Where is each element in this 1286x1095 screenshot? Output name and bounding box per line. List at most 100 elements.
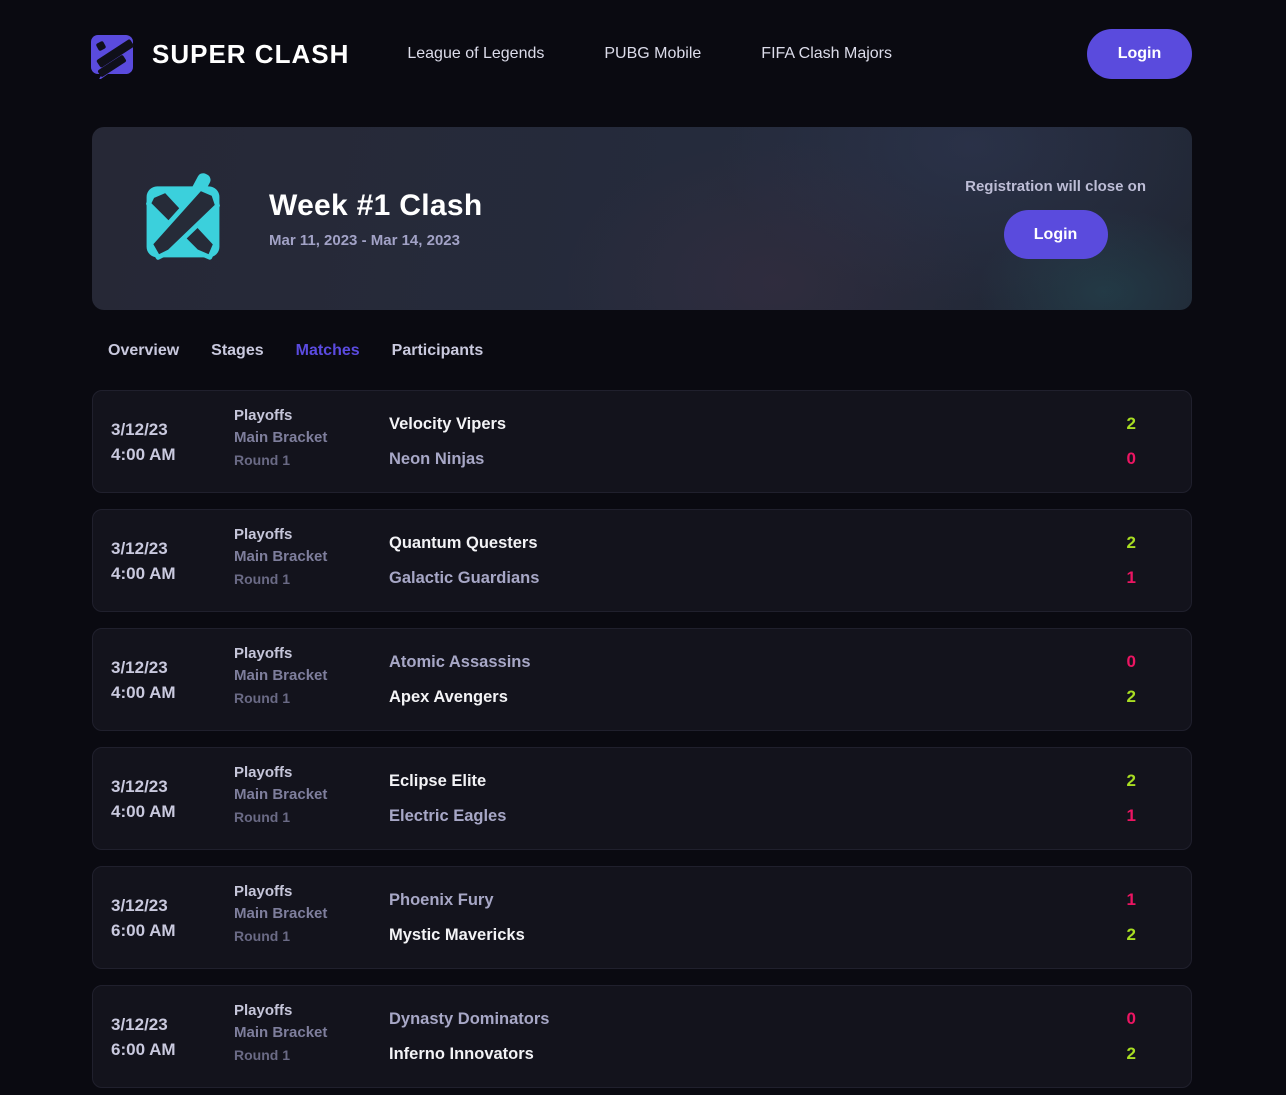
stage-name: Playoffs — [234, 525, 293, 543]
stage-name: Playoffs — [234, 406, 293, 424]
match-teams: Quantum Questers 2 Galactic Guardians 1 — [389, 532, 1191, 589]
team-score: 2 — [1126, 771, 1136, 790]
nav-link-pubg-mobile[interactable]: PUBG Mobile — [604, 45, 702, 62]
team-row: Phoenix Fury 1 — [389, 889, 1136, 911]
match-card[interactable]: 3/12/23 4:00 AM Playoffs Main Bracket Ro… — [92, 628, 1192, 731]
team-score: 2 — [1126, 533, 1136, 552]
match-card[interactable]: 3/12/23 4:00 AM Playoffs Main Bracket Ro… — [92, 509, 1192, 612]
header-login-button[interactable]: Login — [1087, 29, 1192, 79]
match-date: 3/12/23 — [111, 657, 168, 677]
team-name: Phoenix Fury — [389, 890, 494, 909]
brand-name: SUPER CLASH — [152, 38, 350, 69]
team-name: Galactic Guardians — [389, 568, 540, 587]
tournament-dates: Mar 11, 2023 - Mar 14, 2023 — [269, 231, 460, 249]
team-name: Mystic Mavericks — [389, 925, 525, 944]
match-date: 3/12/23 — [111, 1014, 168, 1034]
team-row: Galactic Guardians 1 — [389, 567, 1136, 589]
match-datetime: 3/12/23 4:00 AM — [93, 774, 234, 824]
match-datetime: 3/12/23 6:00 AM — [93, 1012, 234, 1062]
match-card[interactable]: 3/12/23 4:00 AM Playoffs Main Bracket Ro… — [92, 390, 1192, 493]
match-time: 4:00 AM — [111, 444, 176, 464]
match-teams: Dynasty Dominators 0 Inferno Innovators … — [389, 1008, 1191, 1065]
round-name: Round 1 — [234, 808, 290, 825]
stage-name: Playoffs — [234, 763, 293, 781]
team-score: 0 — [1126, 652, 1136, 671]
registration-block: Registration will close on Login — [965, 178, 1146, 259]
team-row: Neon Ninjas 0 — [389, 448, 1136, 470]
tournament-x-icon — [137, 169, 229, 269]
match-teams: Eclipse Elite 2 Electric Eagles 1 — [389, 770, 1191, 827]
tab-overview[interactable]: Overview — [108, 342, 180, 359]
match-stage-info: Playoffs Main Bracket Round 1 — [234, 405, 389, 471]
match-datetime: 3/12/23 4:00 AM — [93, 655, 234, 705]
match-date: 3/12/23 — [111, 776, 168, 796]
match-stage-info: Playoffs Main Bracket Round 1 — [234, 524, 389, 590]
team-score: 2 — [1126, 925, 1136, 944]
team-row: Atomic Assassins 0 — [389, 651, 1136, 673]
registration-note: Registration will close on — [965, 178, 1146, 195]
match-time: 4:00 AM — [111, 682, 176, 702]
round-name: Round 1 — [234, 689, 290, 706]
match-teams: Phoenix Fury 1 Mystic Mavericks 2 — [389, 889, 1191, 946]
team-row: Dynasty Dominators 0 — [389, 1008, 1136, 1030]
team-name: Inferno Innovators — [389, 1044, 534, 1063]
team-name: Eclipse Elite — [389, 771, 487, 790]
match-time: 6:00 AM — [111, 1039, 176, 1059]
team-score: 1 — [1126, 568, 1136, 587]
match-time: 4:00 AM — [111, 801, 176, 821]
match-stage-info: Playoffs Main Bracket Round 1 — [234, 643, 389, 709]
team-score: 1 — [1126, 890, 1136, 909]
match-time: 4:00 AM — [111, 563, 176, 583]
match-teams: Atomic Assassins 0 Apex Avengers 2 — [389, 651, 1191, 708]
match-date: 3/12/23 — [111, 538, 168, 558]
team-row: Apex Avengers 2 — [389, 686, 1136, 708]
match-card[interactable]: 3/12/23 6:00 AM Playoffs Main Bracket Ro… — [92, 985, 1192, 1088]
match-date: 3/12/23 — [111, 895, 168, 915]
team-name: Atomic Assassins — [389, 652, 531, 671]
round-name: Round 1 — [234, 927, 290, 944]
match-card[interactable]: 3/12/23 4:00 AM Playoffs Main Bracket Ro… — [92, 747, 1192, 850]
match-time: 6:00 AM — [111, 920, 176, 940]
match-stage-info: Playoffs Main Bracket Round 1 — [234, 881, 389, 947]
team-row: Velocity Vipers 2 — [389, 413, 1136, 435]
round-name: Round 1 — [234, 570, 290, 587]
team-name: Dynasty Dominators — [389, 1009, 550, 1028]
team-row: Eclipse Elite 2 — [389, 770, 1136, 792]
nav-link-league-of-legends[interactable]: League of Legends — [407, 45, 545, 62]
team-name: Neon Ninjas — [389, 449, 485, 468]
team-row: Inferno Innovators 2 — [389, 1043, 1136, 1065]
team-score: 0 — [1126, 1009, 1136, 1028]
tab-participants[interactable]: Participants — [391, 342, 484, 359]
tournament-title: Week #1 Clash — [269, 188, 483, 222]
team-row: Mystic Mavericks 2 — [389, 924, 1136, 946]
match-card[interactable]: 3/12/23 6:00 AM Playoffs Main Bracket Ro… — [92, 866, 1192, 969]
stage-name: Playoffs — [234, 882, 293, 900]
match-list: 3/12/23 4:00 AM Playoffs Main Bracket Ro… — [92, 390, 1192, 1088]
match-stage-info: Playoffs Main Bracket Round 1 — [234, 762, 389, 828]
match-teams: Velocity Vipers 2 Neon Ninjas 0 — [389, 413, 1191, 470]
team-score: 1 — [1126, 806, 1136, 825]
main-nav: League of Legends PUBG Mobile FIFA Clash… — [407, 45, 892, 63]
team-name: Apex Avengers — [389, 687, 508, 706]
nav-link-fifa-clash-majors[interactable]: FIFA Clash Majors — [761, 45, 892, 62]
bracket-name: Main Bracket — [234, 785, 328, 803]
tab-matches[interactable]: Matches — [295, 342, 360, 359]
match-datetime: 3/12/23 4:00 AM — [93, 536, 234, 586]
tab-stages[interactable]: Stages — [211, 342, 264, 359]
banner-login-button[interactable]: Login — [1003, 210, 1108, 259]
team-row: Quantum Questers 2 — [389, 532, 1136, 554]
app-header: SUPER CLASH League of Legends PUBG Mobil… — [0, 0, 1286, 108]
match-datetime: 3/12/23 6:00 AM — [93, 893, 234, 943]
team-score: 2 — [1126, 414, 1136, 433]
bracket-name: Main Bracket — [234, 904, 328, 922]
bracket-name: Main Bracket — [234, 428, 328, 446]
stage-name: Playoffs — [234, 644, 293, 662]
team-row: Electric Eagles 1 — [389, 805, 1136, 827]
team-score: 0 — [1126, 449, 1136, 468]
bracket-name: Main Bracket — [234, 1023, 328, 1041]
tournament-info: Week #1 Clash Mar 11, 2023 - Mar 14, 202… — [269, 189, 482, 249]
match-stage-info: Playoffs Main Bracket Round 1 — [234, 1000, 389, 1066]
team-name: Velocity Vipers — [389, 414, 507, 433]
team-name: Electric Eagles — [389, 806, 507, 825]
round-name: Round 1 — [234, 1046, 290, 1063]
